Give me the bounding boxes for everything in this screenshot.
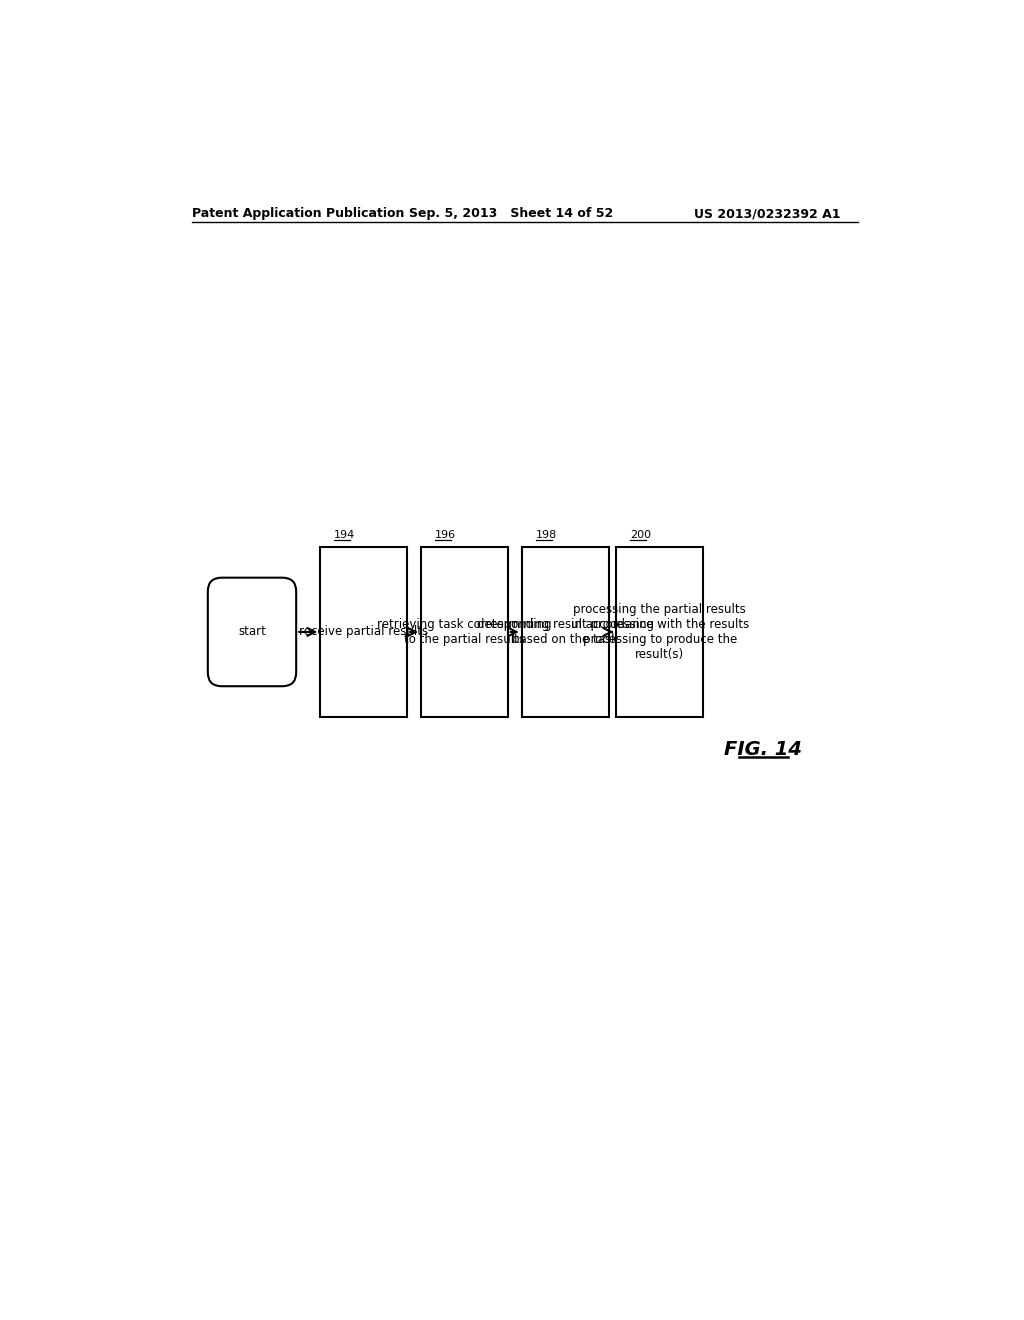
Text: 198: 198 bbox=[536, 529, 557, 540]
Text: determining result processing
based on the task: determining result processing based on t… bbox=[476, 618, 653, 645]
Text: FIG. 14: FIG. 14 bbox=[725, 739, 803, 759]
Bar bbox=[521, 548, 608, 717]
Bar bbox=[616, 548, 703, 717]
Text: Sep. 5, 2013   Sheet 14 of 52: Sep. 5, 2013 Sheet 14 of 52 bbox=[409, 207, 612, 220]
Text: receive partial results: receive partial results bbox=[299, 626, 428, 639]
FancyBboxPatch shape bbox=[208, 578, 296, 686]
Text: 200: 200 bbox=[630, 529, 651, 540]
Text: Patent Application Publication: Patent Application Publication bbox=[191, 207, 403, 220]
Text: retrieving task corresponding
to the partial results: retrieving task corresponding to the par… bbox=[377, 618, 552, 645]
Text: US 2013/0232392 A1: US 2013/0232392 A1 bbox=[693, 207, 841, 220]
Bar bbox=[421, 548, 508, 717]
Bar bbox=[321, 548, 407, 717]
Text: processing the partial results
in accordance with the results
processing to prod: processing the partial results in accord… bbox=[570, 603, 749, 661]
Text: start: start bbox=[238, 626, 266, 639]
Text: 196: 196 bbox=[435, 529, 456, 540]
Text: 194: 194 bbox=[334, 529, 355, 540]
